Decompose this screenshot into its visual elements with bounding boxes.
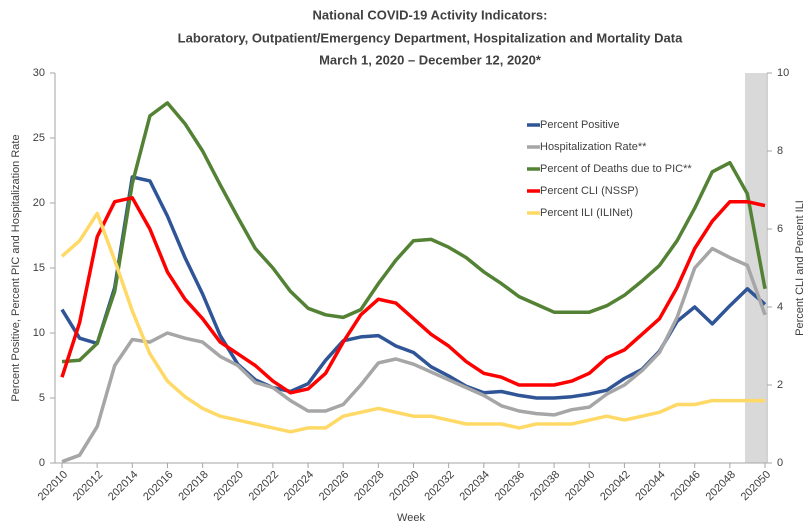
y2-tick-label: 8 xyxy=(777,145,783,157)
legend-label: Percent of Deaths due to PIC** xyxy=(540,163,692,175)
legend-label: Hospitalization Rate** xyxy=(540,141,647,153)
x-tick-label: 202014 xyxy=(106,469,140,503)
y2-tick-label: 4 xyxy=(777,301,783,313)
y2-tick-label: 2 xyxy=(777,379,783,391)
x-tick-label: 202022 xyxy=(247,469,281,503)
x-tick-label: 202050 xyxy=(739,469,773,503)
y-tick-label: 15 xyxy=(33,262,45,274)
x-tick-label: 202012 xyxy=(71,469,105,503)
series-line xyxy=(60,211,765,434)
x-tick-label: 202010 xyxy=(36,469,70,503)
x-axis-label: Week xyxy=(397,512,425,524)
x-tick-label: 202016 xyxy=(141,469,175,503)
x-tick-label: 202032 xyxy=(422,469,456,503)
x-tick-label: 202024 xyxy=(282,469,316,503)
x-tick-label: 202036 xyxy=(493,469,527,503)
y2-tick-label: 0 xyxy=(777,457,783,469)
y-tick-label: 5 xyxy=(39,392,45,404)
x-tick-label: 202044 xyxy=(633,469,667,503)
y-tick-label: 30 xyxy=(33,67,45,79)
y-tick-label: 20 xyxy=(33,197,45,209)
y-tick-label: 0 xyxy=(39,457,45,469)
x-tick-label: 202038 xyxy=(528,469,562,503)
chart-title: National COVID-19 Activity Indicators: xyxy=(312,7,547,22)
legend-label: Percent ILI (ILINet) xyxy=(540,207,633,219)
x-tick-label: 202030 xyxy=(387,469,421,503)
x-tick-label: 202042 xyxy=(598,469,632,503)
incomplete-data-band xyxy=(745,73,766,463)
y-tick-label: 25 xyxy=(33,132,45,144)
chart-title: Laboratory, Outpatient/Emergency Departm… xyxy=(178,30,683,45)
x-tick-label: 202046 xyxy=(668,469,702,503)
series-line xyxy=(61,101,767,364)
y-axis-label: Percent Positive, Percent PIC and Hospit… xyxy=(10,134,22,401)
x-tick-label: 202040 xyxy=(563,469,597,503)
legend-label: Percent CLI (NSSP) xyxy=(540,185,638,197)
y2-tick-label: 10 xyxy=(777,67,789,79)
y-tick-label: 10 xyxy=(33,327,45,339)
x-tick-label: 202020 xyxy=(211,469,245,503)
y2-axis-label: Percent CLI and Percent ILI xyxy=(794,200,806,336)
y2-tick-label: 6 xyxy=(777,223,783,235)
series-line xyxy=(61,246,767,464)
x-tick-label: 202028 xyxy=(352,469,386,503)
x-tick-label: 202048 xyxy=(704,469,738,503)
x-tick-label: 202018 xyxy=(176,469,210,503)
x-tick-label: 202026 xyxy=(317,469,351,503)
legend-label: Percent Positive xyxy=(540,119,619,131)
series-line xyxy=(60,196,766,395)
chart-title: March 1, 2020 – December 12, 2020* xyxy=(319,52,542,67)
x-tick-label: 202034 xyxy=(458,469,492,503)
